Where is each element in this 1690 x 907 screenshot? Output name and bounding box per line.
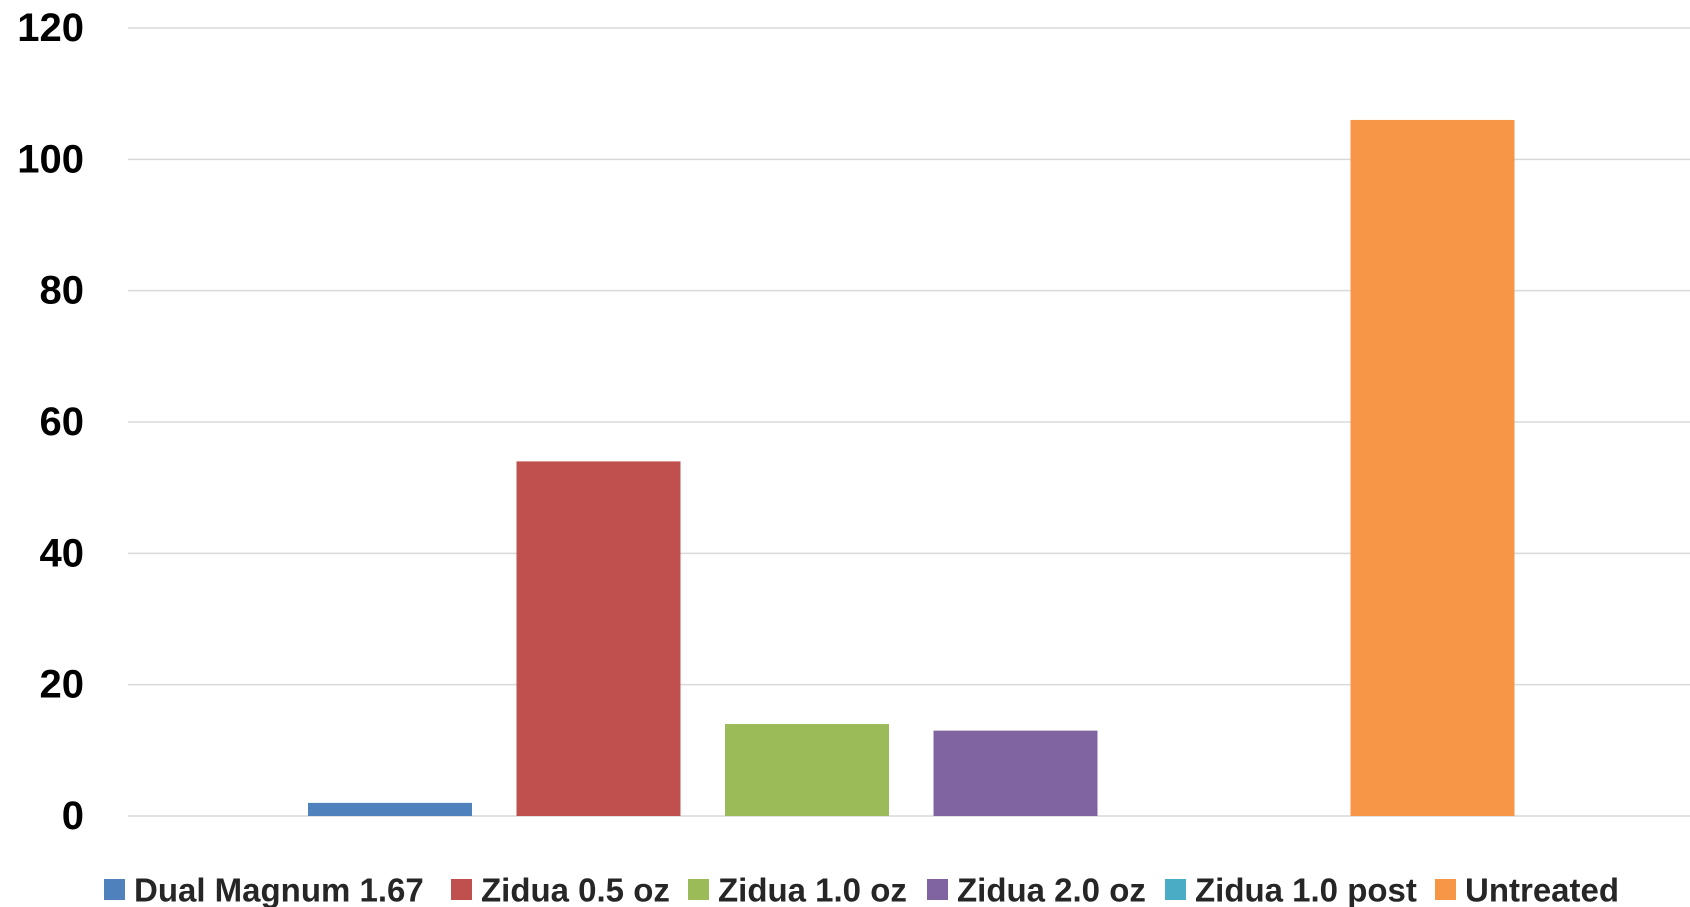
legend-label: Zidua 1.0 oz xyxy=(718,872,907,907)
y-axis-ticks: 0 20 40 60 80 100 120 xyxy=(17,6,84,838)
y-tick-label: 80 xyxy=(40,269,85,313)
legend-swatch xyxy=(104,879,125,900)
legend: Dual Magnum 1.67 Zidua 0.5 oz Zidua 1.0 oz… xyxy=(104,872,1619,907)
bar-zidua-2-0-oz xyxy=(933,730,1098,816)
bar-untreated xyxy=(1350,119,1515,816)
y-tick-label: 40 xyxy=(40,531,85,575)
y-tick-label: 120 xyxy=(17,6,84,50)
bar-dual-magnum-1-67 xyxy=(308,802,472,816)
bar-zidua-1-0-oz xyxy=(725,724,889,816)
legend-swatch xyxy=(1165,879,1186,900)
gridlines xyxy=(128,27,1690,817)
legend-label: Zidua 0.5 oz xyxy=(481,872,670,907)
legend-label: Dual Magnum 1.67 xyxy=(134,872,424,907)
y-tick-label: 0 xyxy=(62,794,84,838)
y-tick-label: 20 xyxy=(40,663,85,707)
legend-label: Zidua 2.0 oz xyxy=(957,872,1146,907)
legend-swatch xyxy=(927,879,948,900)
legend-label: Untreated xyxy=(1465,872,1619,907)
legend-swatch xyxy=(688,879,709,900)
bar-zidua-0-5-oz xyxy=(516,461,681,816)
y-tick-label: 60 xyxy=(40,400,85,444)
legend-label: Zidua 1.0 post xyxy=(1195,872,1417,907)
y-tick-label: 100 xyxy=(17,137,84,181)
legend-swatch xyxy=(1435,879,1456,900)
bars xyxy=(308,119,1515,816)
legend-swatch xyxy=(451,879,472,900)
